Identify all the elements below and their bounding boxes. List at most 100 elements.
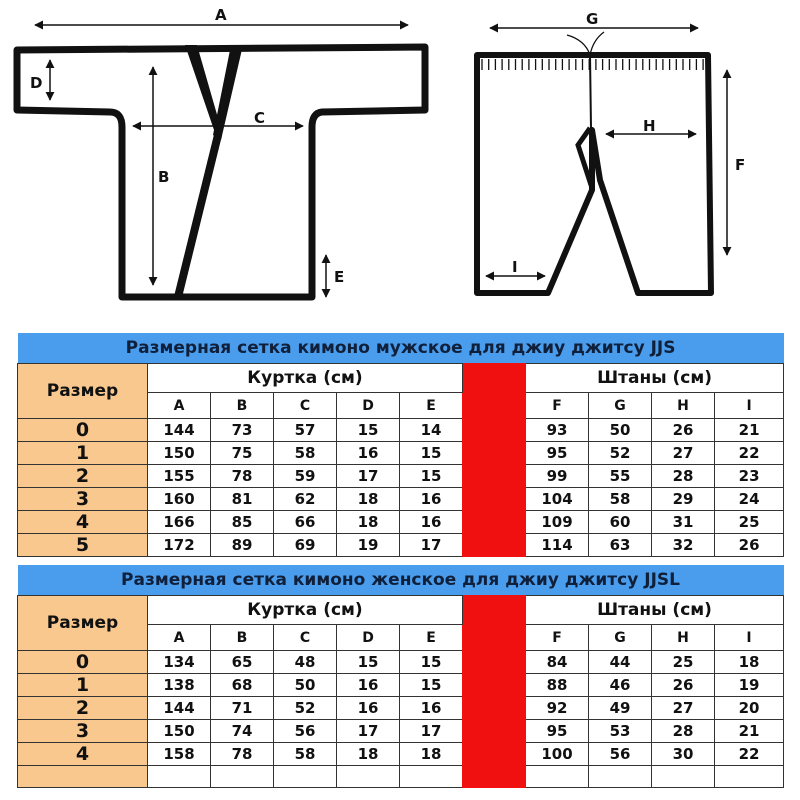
column-header: B bbox=[210, 392, 274, 419]
pants-header: Штаны (см) bbox=[525, 595, 784, 625]
pants-cell: 20 bbox=[714, 696, 784, 720]
jacket-cell: 16 bbox=[336, 673, 400, 697]
pants-cell: 56 bbox=[588, 742, 652, 766]
column-header: E bbox=[399, 624, 463, 651]
jacket-cell: 150 bbox=[147, 441, 211, 465]
jacket-cell: 75 bbox=[210, 441, 274, 465]
jacket-cell: 160 bbox=[147, 487, 211, 511]
jacket-cell: 78 bbox=[210, 464, 274, 488]
column-header: C bbox=[273, 624, 337, 651]
pants-cell: 50 bbox=[588, 418, 652, 442]
jacket-cell: 17 bbox=[336, 719, 400, 743]
jacket-cell: 73 bbox=[210, 418, 274, 442]
jacket-cell: 69 bbox=[273, 533, 337, 557]
table-row: 3 160 81 62 18 16 104 58 29 24 bbox=[17, 487, 785, 511]
jacket-cell: 18 bbox=[336, 487, 400, 511]
column-header: F bbox=[525, 392, 589, 419]
size-cell: 4 bbox=[17, 510, 148, 534]
jacket-cell: 85 bbox=[210, 510, 274, 534]
table-row: 0 144 73 57 15 14 93 50 26 21 bbox=[17, 418, 785, 442]
column-header: B bbox=[210, 624, 274, 651]
column-header: D bbox=[336, 392, 400, 419]
jacket-header: Куртка (см) bbox=[147, 595, 463, 625]
jacket-cell bbox=[147, 765, 211, 788]
separator-column bbox=[462, 363, 526, 557]
jacket-cell: 18 bbox=[336, 742, 400, 766]
jacket-cell: 68 bbox=[210, 673, 274, 697]
pants-cell: 22 bbox=[714, 742, 784, 766]
jacket-drawing: A B C D E bbox=[13, 6, 429, 301]
jacket-cell: 50 bbox=[273, 673, 337, 697]
jacket-cell: 15 bbox=[336, 418, 400, 442]
jacket-cell: 17 bbox=[399, 719, 463, 743]
jacket-cell: 15 bbox=[399, 464, 463, 488]
separator-column bbox=[462, 595, 526, 788]
pants-cell: 88 bbox=[525, 673, 589, 697]
jacket-cell: 144 bbox=[147, 696, 211, 720]
pants-cell bbox=[525, 765, 589, 788]
jacket-cell: 52 bbox=[273, 696, 337, 720]
pants-cell: 49 bbox=[588, 696, 652, 720]
table-row: 1 138 68 50 16 15 88 46 26 19 bbox=[17, 673, 784, 697]
kimono-diagram: A B C D E G H F I bbox=[13, 6, 745, 301]
pants-cell: 26 bbox=[651, 673, 715, 697]
pants-cell: 22 bbox=[713, 441, 785, 465]
column-header: C bbox=[273, 392, 337, 419]
size-cell: 2 bbox=[17, 464, 148, 488]
jacket-cell: 16 bbox=[399, 696, 463, 720]
jacket-cell: 166 bbox=[147, 510, 211, 534]
jacket-cell: 59 bbox=[273, 464, 337, 488]
label-d: D bbox=[30, 74, 42, 92]
pants-cell: 60 bbox=[588, 510, 652, 534]
pants-cell: 31 bbox=[651, 510, 715, 534]
jacket-cell: 14 bbox=[399, 418, 463, 442]
jacket-cell: 138 bbox=[147, 673, 211, 697]
column-header: H bbox=[651, 392, 715, 419]
jacket-cell: 58 bbox=[273, 742, 337, 766]
jacket-cell: 71 bbox=[210, 696, 274, 720]
jacket-cell: 78 bbox=[210, 742, 274, 766]
pants-cell: 99 bbox=[525, 464, 589, 488]
label-h: H bbox=[643, 117, 656, 135]
pants-cell: 58 bbox=[588, 487, 652, 511]
pants-cell: 21 bbox=[713, 418, 785, 442]
jacket-cell: 15 bbox=[399, 673, 463, 697]
size-cell: 1 bbox=[17, 441, 148, 465]
jacket-cell: 89 bbox=[210, 533, 274, 557]
pants-cell: 95 bbox=[525, 719, 589, 743]
size-cell: 3 bbox=[17, 487, 148, 511]
pants-cell: 52 bbox=[588, 441, 652, 465]
table-row: 1 150 75 58 16 15 95 52 27 22 bbox=[17, 441, 785, 465]
table-row: 3 150 74 56 17 17 95 53 28 21 bbox=[17, 719, 784, 743]
pants-cell: 93 bbox=[525, 418, 589, 442]
jacket-cell: 66 bbox=[273, 510, 337, 534]
size-header: Размер bbox=[17, 363, 148, 419]
jacket-cell: 15 bbox=[399, 441, 463, 465]
pants-cell: 84 bbox=[525, 650, 589, 674]
label-b: B bbox=[158, 168, 169, 186]
size-cell: 2 bbox=[17, 696, 148, 720]
pants-cell: 32 bbox=[651, 533, 715, 557]
column-header: A bbox=[147, 624, 211, 651]
label-a: A bbox=[215, 6, 227, 24]
label-i: I bbox=[512, 258, 518, 276]
jacket-cell: 57 bbox=[273, 418, 337, 442]
jacket-cell: 65 bbox=[210, 650, 274, 674]
jacket-cell: 16 bbox=[336, 441, 400, 465]
table-row bbox=[17, 765, 784, 788]
column-header: F bbox=[525, 624, 589, 651]
pants-cell: 95 bbox=[525, 441, 589, 465]
pants-cell: 55 bbox=[588, 464, 652, 488]
jacket-cell: 17 bbox=[336, 464, 400, 488]
jacket-cell: 56 bbox=[273, 719, 337, 743]
table-row: 4 158 78 58 18 18 100 56 30 22 bbox=[17, 742, 784, 766]
jacket-cell: 74 bbox=[210, 719, 274, 743]
size-cell: 3 bbox=[17, 719, 148, 743]
jacket-cell: 15 bbox=[336, 650, 400, 674]
jacket-cell: 81 bbox=[210, 487, 274, 511]
column-header: I bbox=[714, 624, 784, 651]
size-table-1: Размерная сетка кимоно женское для джиу … bbox=[17, 565, 784, 788]
pants-cell: 30 bbox=[651, 742, 715, 766]
pants-cell: 104 bbox=[525, 487, 589, 511]
pants-cell: 29 bbox=[651, 487, 715, 511]
